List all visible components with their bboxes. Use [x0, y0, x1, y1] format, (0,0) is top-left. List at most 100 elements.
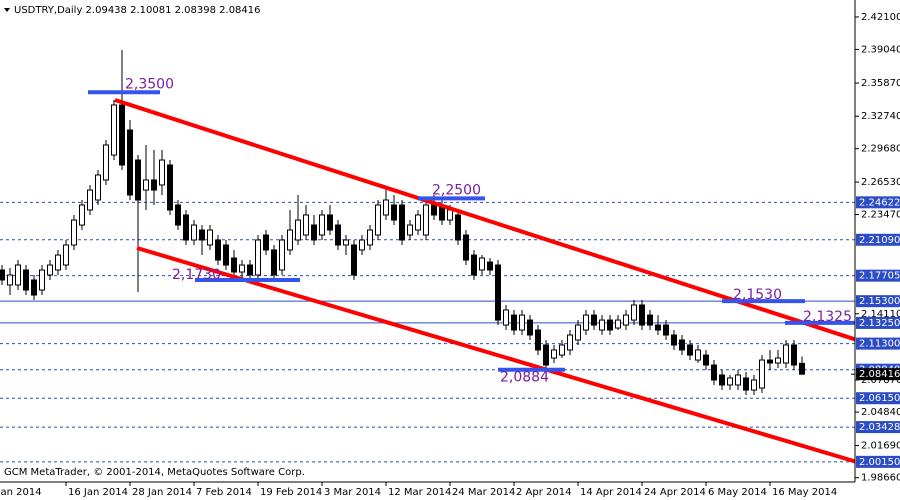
candle-body — [55, 254, 61, 271]
candle-body — [751, 379, 757, 391]
candle-body — [703, 354, 709, 366]
candle-body — [199, 229, 205, 241]
y-tick-label: 2.26530 — [861, 177, 900, 188]
candle-body — [623, 314, 629, 326]
candle-body — [111, 104, 117, 156]
candle-body — [87, 189, 93, 211]
candle-body — [31, 279, 37, 296]
candle-body — [143, 179, 149, 191]
candle-body — [255, 239, 261, 276]
candle-body — [791, 344, 797, 366]
level-label: 2.15300 — [859, 296, 900, 307]
candle-body — [487, 261, 493, 271]
current-price-bg — [856, 368, 900, 381]
x-tick-label: 7 Feb 2014 — [196, 487, 252, 498]
candle-body — [671, 334, 677, 346]
candle-body — [471, 254, 477, 276]
candle-body — [23, 269, 29, 291]
candle-body — [543, 344, 549, 366]
candle-body — [407, 224, 413, 236]
x-tick-label: 28 Jan 2014 — [132, 487, 192, 498]
candle-body — [359, 239, 365, 251]
y-tick-label: 2.04840 — [861, 407, 900, 418]
annotation-label: 2,0884 — [500, 370, 549, 386]
axis: 2.42100 2.39040 2.35870 2.32740 2.29680 2.265… — [0, 12, 900, 498]
candle-body — [551, 349, 557, 359]
candle-body — [647, 314, 653, 326]
candle-body — [71, 219, 77, 246]
level-label-bg — [856, 196, 900, 209]
level-label: 2.11300 — [859, 339, 900, 350]
candle-body — [607, 319, 613, 331]
y-tick-label: 2.42100 — [861, 12, 900, 23]
candle-body — [7, 274, 13, 286]
levels — [0, 201, 855, 463]
candle-body — [295, 219, 301, 241]
menu-arrow — [4, 8, 10, 12]
candle-body — [711, 364, 717, 381]
candle-body — [559, 344, 565, 356]
candle-body — [767, 359, 773, 364]
candle-body — [455, 214, 461, 241]
candle-body — [679, 339, 685, 351]
footer: GCM MetaTrader, © 2001-2014, MetaQuotes … — [4, 467, 305, 478]
y-tick-label: 2.14110 — [861, 309, 900, 320]
candle-body — [383, 199, 389, 216]
candle-body — [687, 344, 693, 356]
candle-body — [735, 374, 741, 386]
candle-body — [415, 214, 421, 231]
candle-body — [47, 264, 53, 276]
level-label-bg — [856, 316, 900, 329]
candle-body — [327, 214, 333, 231]
candle-body — [367, 229, 373, 246]
candle-body — [247, 264, 253, 276]
candle-body — [631, 304, 637, 321]
level-label: 2.24622 — [859, 197, 900, 208]
candle-body — [663, 324, 669, 336]
level-label-bg — [856, 269, 900, 282]
candle-body — [167, 164, 173, 211]
candle-body — [423, 204, 429, 236]
candle-body — [303, 214, 309, 236]
candle-body — [447, 209, 453, 221]
candle-body — [375, 204, 381, 236]
candle-body — [311, 224, 317, 241]
candle-body — [719, 374, 725, 386]
candle-body — [727, 377, 733, 386]
candle-body — [639, 304, 645, 326]
level-label-bg — [856, 392, 900, 405]
candle-body — [95, 174, 101, 201]
annotation-label: 2,2500 — [432, 182, 481, 198]
level-label-bg — [856, 337, 900, 350]
y-tick-label: 2.39040 — [861, 44, 900, 55]
candle-body — [175, 204, 181, 226]
candle-body — [615, 319, 621, 329]
candle-body — [599, 319, 605, 331]
x-tick-label: 2 Jan 2014 — [0, 487, 42, 498]
level-label: 2.00150 — [859, 457, 900, 468]
candle-body — [119, 104, 125, 166]
level-label-bg — [856, 233, 900, 246]
x-tick-label: 24 Mar 2014 — [452, 487, 515, 498]
current-price-label: 2.08416 — [859, 369, 900, 380]
annotation-label: 2,1530 — [733, 287, 782, 303]
level-label: 2.06150 — [859, 393, 900, 404]
candle-body — [431, 204, 437, 216]
annotations: 2,3500 2,1730 2,2500 2,0884 2,1530 2,1325 — [88, 76, 855, 386]
x-tick-label: 3 Mar 2014 — [324, 487, 381, 498]
candle-body — [519, 314, 525, 331]
x-tick-label: 12 Mar 2014 — [388, 487, 451, 498]
candle-body — [183, 214, 189, 241]
x-tick-label: 14 Apr 2014 — [580, 487, 642, 498]
candle-body — [287, 229, 293, 251]
candle-body — [351, 244, 357, 276]
annotation-label: 2,1325 — [803, 309, 852, 325]
candle-body — [655, 324, 661, 331]
candle-body — [695, 349, 701, 361]
candle-body — [391, 204, 397, 221]
candle-body — [591, 314, 597, 326]
candle-body — [151, 179, 157, 191]
